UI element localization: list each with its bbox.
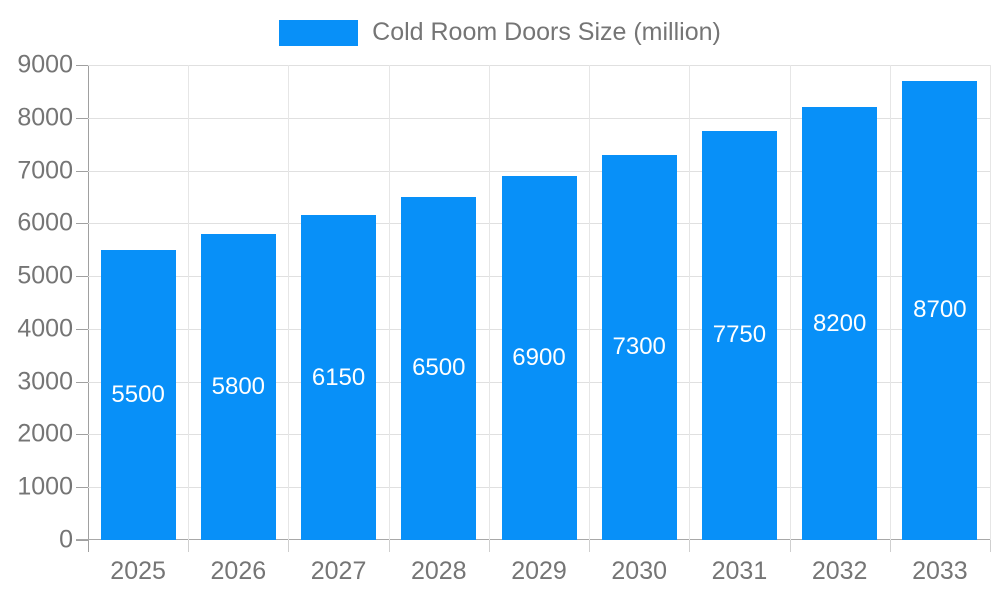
x-axis-tick [990, 540, 991, 552]
bar-value-label: 5800 [211, 372, 266, 400]
bar: 6150 [301, 215, 377, 540]
gridline-vertical [789, 65, 791, 540]
bar: 8200 [802, 107, 878, 540]
gridline-vertical [990, 65, 991, 540]
y-axis-tick [76, 117, 88, 119]
y-axis-tick [76, 276, 88, 278]
y-axis-line [88, 65, 89, 552]
bar: 5800 [200, 233, 276, 540]
bar-value-label: 5500 [111, 380, 165, 408]
bar-value-label: 8200 [812, 309, 867, 337]
bar: 8700 [902, 80, 978, 540]
y-axis-tick [76, 540, 88, 541]
bar: 6900 [501, 175, 577, 540]
gridline-horizontal [88, 117, 990, 119]
legend-label[interactable]: Cold Room Doors Size (million) [372, 18, 721, 46]
y-axis-tick-label: 4000 [17, 314, 73, 343]
x-axis-tick-label: 2026 [210, 557, 267, 585]
x-axis-tick [889, 540, 891, 552]
y-axis-tick-label: 6000 [17, 208, 73, 237]
y-axis-tick [76, 328, 88, 330]
x-axis-tick-label: 2032 [811, 557, 868, 585]
gridline-vertical [488, 65, 490, 540]
gridline-horizontal [88, 65, 990, 66]
y-axis-tick-label: 5000 [17, 261, 73, 290]
x-axis-tick [689, 540, 691, 552]
x-axis-tick-label: 2033 [912, 557, 968, 585]
y-axis-tick [76, 434, 88, 436]
gridline-vertical [689, 65, 691, 540]
bar-value-label: 8700 [913, 296, 967, 324]
y-axis-tick [76, 381, 88, 383]
x-axis-tick [589, 540, 591, 552]
x-axis-tick-label: 2028 [410, 557, 467, 585]
legend[interactable]: Cold Room Doors Size (million) [0, 18, 1000, 47]
bar-value-label: 6500 [412, 354, 466, 382]
y-axis-tick [76, 65, 88, 66]
x-axis-tick-label: 2027 [310, 557, 367, 585]
bar: 5500 [100, 249, 176, 540]
bar-value-label: 7750 [712, 321, 767, 349]
bar: 7300 [601, 154, 677, 540]
x-axis-tick [488, 540, 490, 552]
bar-value-label: 6150 [311, 363, 366, 391]
y-axis-tick-label: 2000 [17, 419, 73, 448]
bar: 6500 [401, 196, 477, 540]
y-axis-tick-label: 0 [59, 525, 73, 554]
y-axis-tick-label: 9000 [17, 50, 73, 79]
x-axis-tick [789, 540, 791, 552]
gridline-vertical [188, 65, 190, 540]
legend-swatch[interactable] [279, 19, 359, 46]
x-axis-tick-label: 2025 [110, 557, 166, 585]
y-axis-tick [76, 487, 88, 489]
gridline-vertical [589, 65, 591, 540]
y-axis-tick [76, 170, 88, 172]
x-axis-tick [88, 540, 89, 552]
x-axis-tick-label: 2030 [611, 557, 668, 585]
gridline-vertical [889, 65, 891, 540]
y-axis-tick-label: 1000 [17, 472, 73, 501]
x-axis-tick-label: 2031 [711, 557, 768, 585]
y-axis-tick-label: 7000 [17, 156, 73, 185]
gridline-horizontal [88, 170, 990, 172]
y-axis-tick [76, 223, 88, 225]
x-axis-tick [288, 540, 290, 552]
x-axis-tick-label: 2029 [511, 557, 567, 585]
bar-value-label: 6900 [512, 343, 566, 371]
bar: 7750 [701, 130, 777, 540]
x-axis-tick [188, 540, 190, 552]
gridline-vertical [388, 65, 390, 540]
y-axis-tick-label: 3000 [17, 367, 73, 396]
gridline-vertical [288, 65, 290, 540]
x-axis-tick [388, 540, 390, 552]
bar-value-label: 7300 [612, 333, 666, 361]
y-axis-tick-label: 8000 [17, 103, 73, 132]
